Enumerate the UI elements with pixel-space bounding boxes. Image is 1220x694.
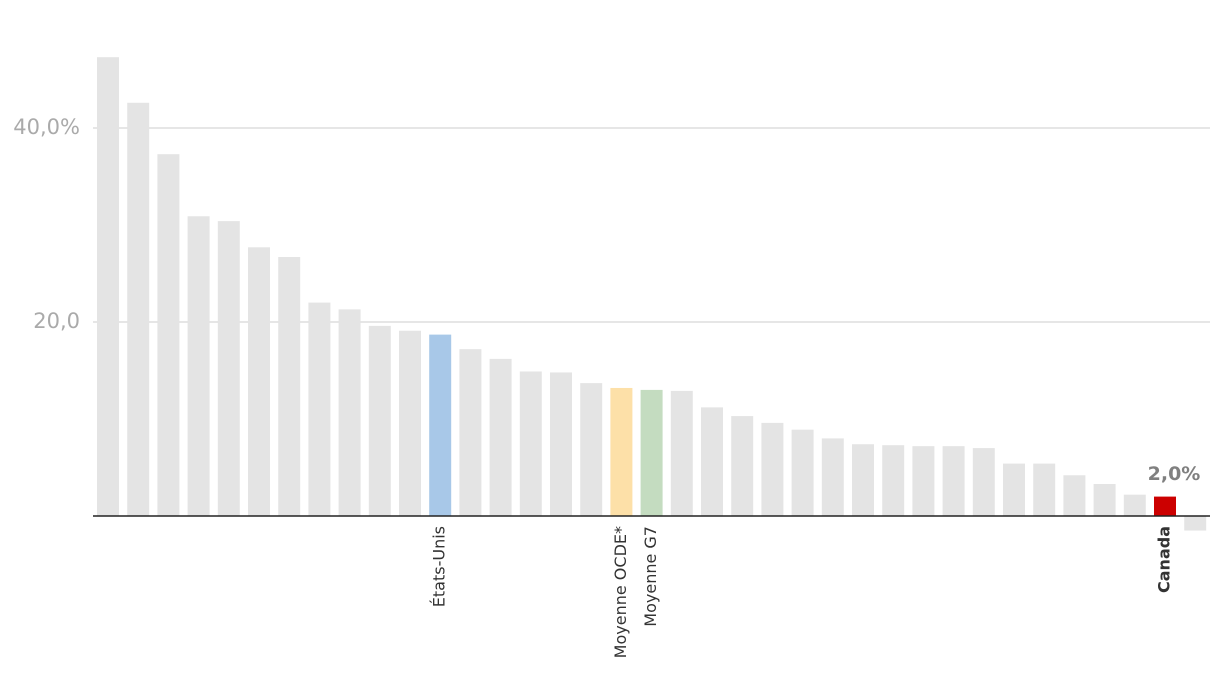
bar <box>731 416 754 516</box>
bar <box>1154 496 1176 516</box>
bar <box>882 445 905 516</box>
bar <box>187 216 210 516</box>
bar <box>942 446 965 516</box>
x-tick-label: Moyenne G7 <box>641 526 660 627</box>
bar <box>1184 516 1207 531</box>
bar <box>852 444 874 516</box>
bar <box>308 302 331 516</box>
bar <box>1063 475 1086 516</box>
bar <box>217 221 240 516</box>
bar <box>912 446 935 516</box>
bar <box>338 309 361 516</box>
bar <box>278 257 301 516</box>
bar <box>489 358 512 516</box>
bar <box>701 407 723 516</box>
bar <box>670 390 693 516</box>
bar <box>550 372 572 516</box>
bar <box>821 438 844 516</box>
bar <box>761 422 784 516</box>
bar <box>1093 483 1116 516</box>
bar <box>459 349 482 516</box>
bar <box>1033 463 1056 516</box>
bar <box>399 330 421 516</box>
bar <box>519 371 542 516</box>
x-tick-label: Moyenne OCDE* <box>611 526 630 658</box>
bar <box>640 389 663 516</box>
bar <box>1003 463 1025 516</box>
y-tick-label: 20,0 <box>33 309 80 333</box>
bar <box>580 383 603 516</box>
bar <box>791 429 814 516</box>
bar <box>429 334 452 516</box>
bar <box>1123 494 1146 516</box>
x-tick-label: Canada <box>1155 526 1174 593</box>
bar <box>97 57 119 516</box>
y-tick-label: 40,0% <box>13 115 80 139</box>
x-tick-label: États-Unis <box>430 526 449 607</box>
bar <box>972 448 995 516</box>
bar <box>610 387 633 516</box>
data-label: 2,0% <box>1148 463 1201 485</box>
bar <box>368 325 391 516</box>
bar <box>248 247 270 516</box>
bar <box>127 102 150 516</box>
bar <box>157 154 180 516</box>
